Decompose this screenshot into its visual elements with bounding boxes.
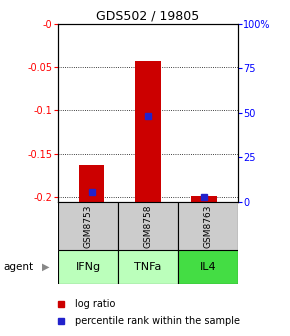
Text: log ratio: log ratio <box>75 299 116 308</box>
Bar <box>79 165 104 202</box>
Bar <box>191 196 217 202</box>
Text: percentile rank within the sample: percentile rank within the sample <box>75 317 240 326</box>
Bar <box>178 202 238 250</box>
Text: TNFa: TNFa <box>134 262 162 272</box>
Text: IFNg: IFNg <box>75 262 101 272</box>
Bar <box>118 250 178 284</box>
Text: GSM8763: GSM8763 <box>203 204 212 248</box>
Bar <box>178 250 238 284</box>
Text: GSM8758: GSM8758 <box>143 204 153 248</box>
Bar <box>58 202 118 250</box>
Title: GDS502 / 19805: GDS502 / 19805 <box>96 9 200 23</box>
Text: GSM8753: GSM8753 <box>84 204 93 248</box>
Text: IL4: IL4 <box>200 262 216 272</box>
Bar <box>135 61 161 202</box>
Text: agent: agent <box>3 262 33 272</box>
Bar <box>118 202 178 250</box>
Bar <box>58 250 118 284</box>
Text: ▶: ▶ <box>42 262 50 272</box>
